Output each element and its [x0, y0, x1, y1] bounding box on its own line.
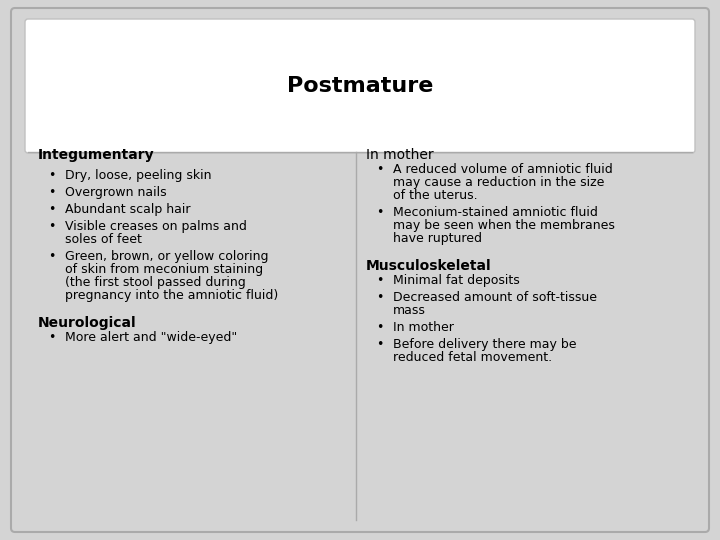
Text: Visible creases on palms and: Visible creases on palms and [65, 220, 247, 233]
Text: Decreased amount of soft-tissue: Decreased amount of soft-tissue [393, 291, 597, 304]
Text: •: • [48, 186, 55, 199]
Text: of skin from meconium staining: of skin from meconium staining [65, 263, 263, 276]
Text: •: • [48, 220, 55, 233]
Text: may be seen when the membranes: may be seen when the membranes [393, 219, 615, 232]
Text: •: • [48, 169, 55, 182]
Text: pregnancy into the amniotic fluid): pregnancy into the amniotic fluid) [65, 289, 278, 302]
Text: Meconium-stained amniotic fluid: Meconium-stained amniotic fluid [393, 206, 598, 219]
Text: Dry, loose, peeling skin: Dry, loose, peeling skin [65, 169, 212, 182]
Text: Overgrown nails: Overgrown nails [65, 186, 166, 199]
Text: Neurological: Neurological [38, 316, 137, 330]
Text: Musculoskeletal: Musculoskeletal [366, 259, 492, 273]
FancyBboxPatch shape [25, 19, 695, 153]
Text: Postmature: Postmature [287, 76, 433, 96]
Text: (the first stool passed during: (the first stool passed during [65, 276, 246, 289]
Text: have ruptured: have ruptured [393, 232, 482, 245]
Text: In mother: In mother [393, 321, 454, 334]
Text: •: • [376, 274, 383, 287]
Text: of the uterus.: of the uterus. [393, 189, 477, 202]
Text: •: • [376, 338, 383, 351]
Text: •: • [48, 250, 55, 263]
Text: •: • [376, 321, 383, 334]
Text: •: • [376, 291, 383, 304]
Text: More alert and "wide-eyed": More alert and "wide-eyed" [65, 331, 238, 344]
Text: Green, brown, or yellow coloring: Green, brown, or yellow coloring [65, 250, 269, 263]
Text: Minimal fat deposits: Minimal fat deposits [393, 274, 520, 287]
Text: •: • [376, 163, 383, 176]
FancyBboxPatch shape [11, 8, 709, 532]
Text: mass: mass [393, 304, 426, 317]
Text: •: • [48, 203, 55, 216]
Text: •: • [376, 206, 383, 219]
Text: may cause a reduction in the size: may cause a reduction in the size [393, 176, 604, 189]
Text: Abundant scalp hair: Abundant scalp hair [65, 203, 191, 216]
Text: A reduced volume of amniotic fluid: A reduced volume of amniotic fluid [393, 163, 613, 176]
Text: soles of feet: soles of feet [65, 233, 142, 246]
Text: Before delivery there may be: Before delivery there may be [393, 338, 577, 351]
Text: •: • [48, 331, 55, 344]
Text: reduced fetal movement.: reduced fetal movement. [393, 351, 552, 364]
Text: In mother: In mother [366, 148, 433, 162]
Text: Integumentary: Integumentary [38, 148, 155, 162]
